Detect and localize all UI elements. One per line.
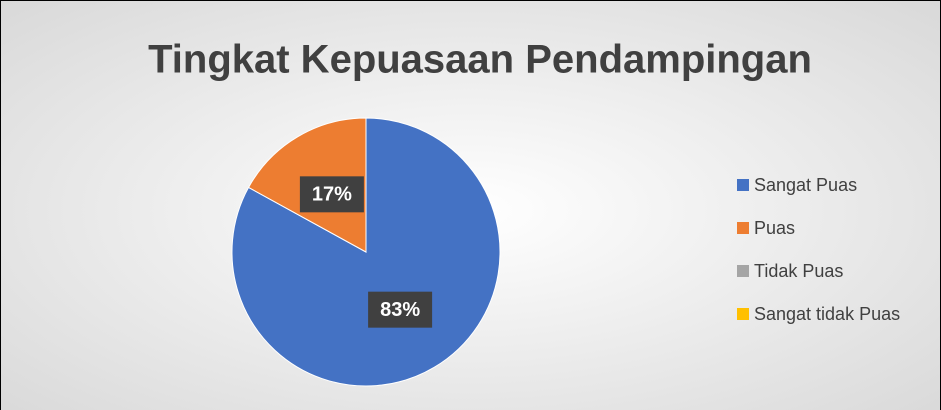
legend-swatch: [737, 179, 749, 191]
legend-label: Sangat tidak Puas: [754, 304, 900, 324]
legend-label: Puas: [754, 218, 795, 238]
data-label-box: [299, 176, 364, 213]
data-label: 83%: [380, 299, 420, 321]
legend-swatch: [737, 308, 749, 320]
data-label: 17%: [312, 184, 352, 206]
legend-swatch: [737, 222, 749, 234]
legend-label: Tidak Puas: [754, 261, 843, 281]
legend-swatch: [737, 265, 749, 277]
chart-title: Tingkat Kepuasaan Pendampingan: [148, 38, 812, 82]
data-label-box: [368, 291, 433, 328]
legend-label: Sangat Puas: [754, 175, 857, 195]
